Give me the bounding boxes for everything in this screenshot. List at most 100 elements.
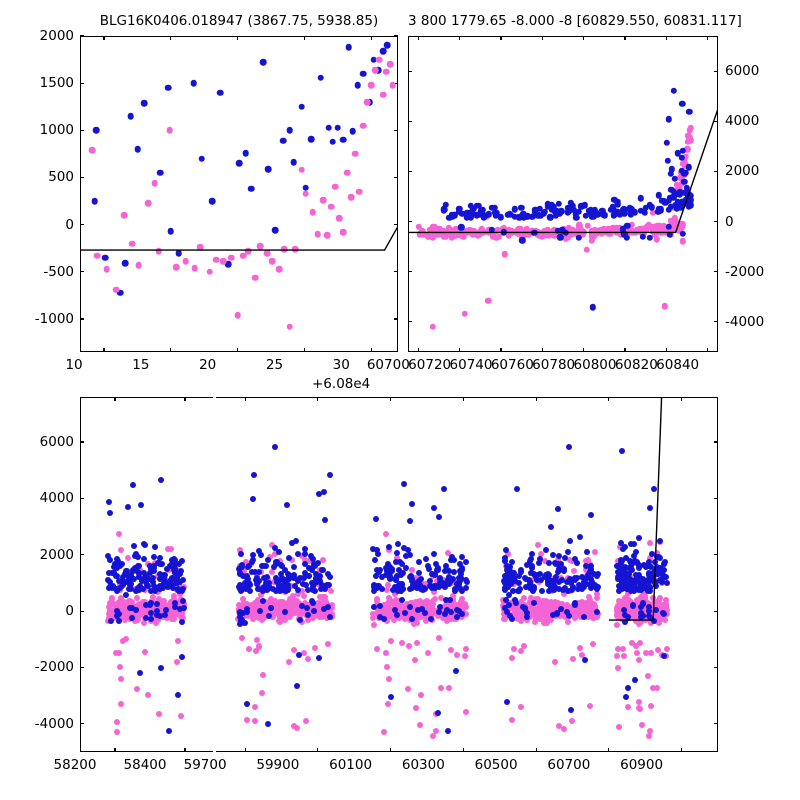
data-point-blue-band — [137, 501, 144, 508]
data-point-pink-band — [570, 567, 577, 574]
data-point-blue-band — [247, 185, 255, 193]
panel-top-right-xtick — [707, 36, 709, 40]
data-point-pink-band — [589, 231, 596, 238]
data-point-blue-band — [516, 580, 523, 587]
data-point-pink-band — [663, 646, 670, 653]
data-point-blue-band — [533, 571, 540, 578]
data-point-blue-band — [321, 516, 328, 523]
data-point-blue-band — [557, 233, 564, 241]
data-point-pink-band — [461, 310, 469, 317]
data-point-blue-band — [174, 579, 181, 586]
data-point-pink-band — [256, 643, 263, 650]
data-point-blue-band — [385, 565, 392, 572]
data-point-pink-band — [505, 231, 512, 239]
data-point-pink-band — [328, 588, 335, 594]
data-point-pink-band — [298, 553, 305, 560]
data-point-blue-band — [135, 563, 142, 570]
data-point-blue-band — [422, 609, 429, 616]
data-point-blue-band — [130, 575, 137, 582]
data-point-pink-band — [588, 237, 596, 245]
data-point-pink-band — [182, 258, 189, 265]
panel-top-left-xtick-label: 15 — [132, 357, 150, 373]
data-point-blue-band — [176, 561, 183, 567]
data-point-blue-band — [106, 510, 113, 516]
data-point-blue-band — [305, 586, 312, 593]
panel-bottom-xtick — [184, 748, 186, 752]
data-point-pink-band — [122, 617, 129, 624]
panel-bottom-xtick — [390, 748, 392, 752]
panel-top-left-ytick — [80, 129, 84, 131]
panel-top-right-xtick — [417, 36, 419, 40]
panel-top-left-ytick-label: 0 — [65, 216, 74, 233]
data-point-blue-band — [576, 534, 583, 541]
data-point-pink-band — [122, 608, 129, 614]
data-point-blue-band — [142, 614, 149, 621]
data-point-blue-band — [659, 609, 666, 616]
data-point-pink-band — [144, 199, 152, 207]
data-point-pink-band — [88, 146, 96, 154]
data-point-pink-band — [176, 591, 183, 597]
data-point-pink-band — [135, 261, 143, 269]
data-point-blue-band — [132, 588, 139, 595]
panel-top-left-ytick — [394, 129, 398, 131]
data-point-blue-band — [307, 136, 315, 143]
panel-top-left-ytick — [394, 224, 398, 226]
data-point-blue-band — [135, 573, 142, 580]
data-point-blue-band — [436, 609, 443, 616]
data-point-pink-band — [311, 645, 318, 651]
data-point-blue-band — [147, 570, 154, 577]
data-point-blue-band — [138, 578, 145, 585]
data-point-pink-band — [615, 598, 622, 605]
data-point-blue-band — [456, 561, 463, 567]
data-point-pink-band — [302, 190, 310, 197]
data-point-pink-band — [170, 592, 177, 599]
panel-top-left-ytick-label: 2000 — [39, 28, 74, 44]
data-point-pink-band — [433, 727, 439, 734]
data-point-blue-band — [453, 667, 459, 674]
data-point-pink-band — [257, 243, 264, 250]
panel-bottom-ytick — [80, 554, 84, 556]
data-point-blue-band — [293, 683, 300, 689]
data-point-blue-band — [242, 583, 249, 590]
data-point-pink-band — [177, 610, 184, 617]
data-point-blue-band — [458, 554, 465, 561]
data-point-pink-band — [117, 700, 124, 707]
panel-top-right-xtick — [459, 36, 461, 40]
data-point-blue-band — [133, 550, 140, 557]
panel-bottom-xtick — [608, 748, 610, 752]
data-point-blue-band — [139, 585, 146, 592]
data-point-blue-band — [416, 558, 423, 565]
data-point-blue-band — [555, 506, 562, 513]
data-point-blue-band — [646, 563, 653, 570]
panel-top-left[interactable] — [80, 36, 398, 352]
data-point-blue-band — [623, 234, 631, 242]
data-point-blue-band — [250, 471, 257, 478]
data-point-pink-band — [118, 594, 125, 601]
data-point-blue-band — [392, 559, 399, 565]
data-point-pink-band — [258, 690, 265, 697]
data-point-blue-band — [502, 604, 509, 611]
panel-bottom-ytick — [80, 666, 84, 669]
data-point-blue-band — [593, 608, 600, 615]
data-point-blue-band — [291, 583, 298, 590]
panel-top-left-xtick — [170, 36, 172, 40]
data-point-blue-band — [407, 551, 414, 558]
data-point-blue-band — [167, 228, 175, 235]
panel-top-left-xaxis-offset-label: +6.08e4 — [312, 376, 371, 392]
panel-bottom-ytick-label: 6000 — [39, 434, 74, 451]
data-point-blue-band — [116, 610, 123, 617]
data-point-blue-band — [542, 572, 549, 579]
data-point-blue-band — [279, 137, 287, 144]
panel-top-right-xtick — [541, 36, 543, 40]
panel-top-right-xtick — [459, 348, 461, 352]
data-point-pink-band — [234, 311, 241, 319]
panel-top-left-xtick — [303, 36, 306, 40]
data-point-blue-band — [273, 588, 280, 595]
data-point-pink-band — [286, 659, 292, 666]
panel-bottom-ytick-label: 2000 — [39, 546, 74, 563]
data-point-pink-band — [593, 230, 601, 238]
data-point-blue-band — [670, 87, 677, 94]
data-point-blue-band — [168, 577, 175, 584]
data-point-pink-band — [114, 729, 121, 735]
data-point-pink-band — [638, 722, 645, 729]
